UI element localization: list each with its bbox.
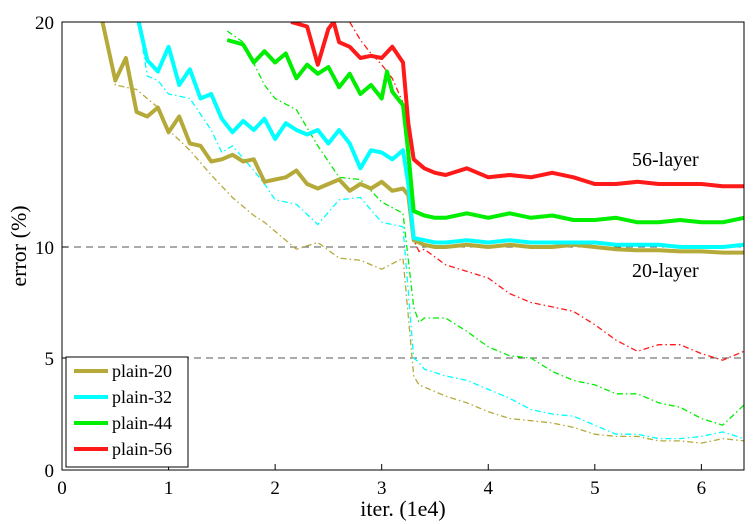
legend-label-plain-20: plain-20 <box>112 361 172 381</box>
x-tick-label-0: 0 <box>57 478 67 499</box>
y-tick-label-0: 0 <box>45 461 55 482</box>
y-tick-label-10: 10 <box>35 238 54 259</box>
y-tick-label-20: 20 <box>35 13 54 34</box>
y-tick-label-5: 5 <box>45 349 55 370</box>
series-line-plain-32 <box>136 22 744 249</box>
legend-label-plain-44: plain-44 <box>112 413 172 433</box>
series-line-plain-44-test <box>226 30 744 426</box>
plot-frame <box>61 21 745 471</box>
x-tick-label-3: 3 <box>377 478 387 499</box>
x-tick-label-2: 2 <box>270 478 280 499</box>
legend: plain-20 plain-32 plain-44 plain-56 <box>65 356 189 468</box>
annotation-56-layer: 56-layer <box>632 149 699 171</box>
series-line-plain-20-test <box>101 22 744 444</box>
x-tick-label-4: 4 <box>484 478 494 499</box>
series-line-plain-44 <box>226 38 744 225</box>
x-tick-label-5: 5 <box>590 478 600 499</box>
series-line-plain-20 <box>100 22 744 255</box>
annotation-20-layer: 20-layer <box>632 260 699 282</box>
series-line-plain-56 <box>290 22 744 189</box>
legend-label-plain-56: plain-56 <box>112 439 172 459</box>
tick-layer: 0 5 10 20 0 1 2 3 4 5 6 <box>35 13 706 499</box>
series-line-plain-32-test <box>138 22 744 440</box>
y-axis-label: error (%) <box>6 205 31 286</box>
x-tick-label-6: 6 <box>697 478 707 499</box>
series-line-plain-56-test <box>349 22 744 361</box>
x-tick-label-1: 1 <box>164 478 174 499</box>
legend-label-plain-32: plain-32 <box>112 387 172 407</box>
x-axis-label: iter. (1e4) <box>360 496 446 521</box>
series-layer <box>100 22 744 444</box>
